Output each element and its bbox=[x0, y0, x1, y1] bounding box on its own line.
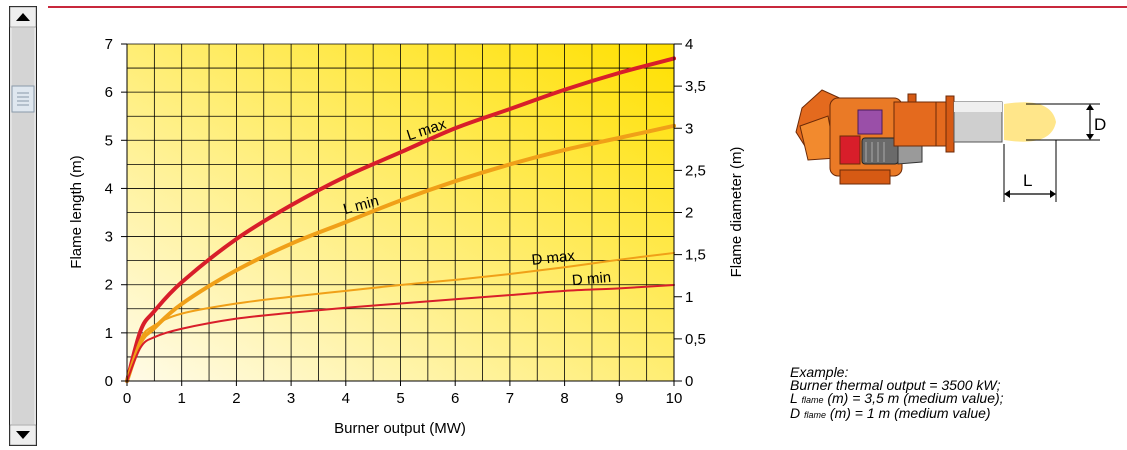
y2-axis-label: Flame diameter (m) bbox=[728, 147, 745, 278]
example-line-3-sub: flame bbox=[804, 410, 827, 420]
x-tick-label: 3 bbox=[287, 390, 295, 407]
burner-illustration bbox=[795, 89, 1003, 185]
example-line-2: L flame (m) = 3,5 m (medium value); bbox=[790, 390, 1004, 407]
example-line-2-sub: flame bbox=[801, 395, 824, 405]
x-tick-label: 10 bbox=[666, 390, 683, 407]
y-tick-label: 3 bbox=[105, 229, 113, 246]
y-tick-label: 4 bbox=[105, 180, 113, 197]
x-tick-label: 6 bbox=[451, 390, 459, 407]
y2-tick-label: 1,5 bbox=[685, 247, 706, 264]
axes bbox=[121, 43, 682, 386]
y2-tick-label: 2 bbox=[685, 205, 693, 222]
grid bbox=[126, 43, 675, 382]
example-line-3-prefix: D bbox=[790, 405, 801, 421]
y-tick-label: 6 bbox=[105, 84, 113, 101]
vertical-scrollbar[interactable] bbox=[9, 6, 37, 446]
x-tick-label: 9 bbox=[615, 390, 623, 407]
example-line-3-suffix: (m) = 1 m (medium value) bbox=[829, 405, 991, 421]
example-title: Example: bbox=[790, 364, 849, 380]
y2-tick-label: 1 bbox=[685, 289, 693, 306]
label-d-min: D min bbox=[571, 269, 612, 289]
curves bbox=[125, 56, 676, 383]
scroll-thumb[interactable] bbox=[11, 85, 35, 113]
y-tick-label: 1 bbox=[105, 325, 113, 342]
arrow-up-icon bbox=[16, 13, 30, 21]
example-line-2-prefix: L bbox=[790, 390, 798, 406]
y2-tick-label: 0 bbox=[685, 373, 693, 390]
example-line-2-suffix: (m) = 3,5 m (medium value); bbox=[827, 390, 1004, 406]
scroll-track[interactable] bbox=[12, 28, 34, 424]
x-tick-label: 7 bbox=[506, 390, 514, 407]
y-tick-label: 2 bbox=[105, 277, 113, 294]
y-tick-label: 0 bbox=[105, 373, 113, 390]
x-tick-label: 2 bbox=[232, 390, 240, 407]
curve-l-max bbox=[125, 56, 676, 383]
y2-tick-labels: 0 0,5 1 1,5 2 2,5 3 3,5 4 bbox=[685, 36, 706, 390]
x-tick-label: 0 bbox=[123, 390, 131, 407]
x-tick-label: 8 bbox=[560, 390, 568, 407]
y-tick-labels: 0 1 2 3 4 5 6 7 bbox=[105, 36, 113, 390]
example-note: Example: Burner thermal output = 3500 kW… bbox=[790, 364, 1004, 422]
scroll-down-button[interactable] bbox=[9, 424, 37, 446]
length-dimension: L bbox=[1003, 140, 1057, 202]
x-axis-label: Burner output (MW) bbox=[334, 420, 466, 437]
y2-tick-label: 3,5 bbox=[685, 78, 706, 95]
x-tick-label: 5 bbox=[396, 390, 404, 407]
x-tick-label: 1 bbox=[178, 390, 186, 407]
y2-tick-label: 3 bbox=[685, 120, 693, 137]
header-rule bbox=[48, 6, 1127, 8]
burner-diagram: D L bbox=[795, 89, 1106, 202]
curve-d-max bbox=[126, 251, 675, 382]
y2-tick-label: 0,5 bbox=[685, 331, 706, 348]
x-tick-label: 4 bbox=[342, 390, 350, 407]
y-tick-label: 7 bbox=[105, 36, 113, 53]
flame-shape bbox=[1004, 102, 1056, 142]
diameter-dimension: D bbox=[1026, 103, 1106, 141]
x-tick-labels: 0 1 2 3 4 5 6 7 8 9 10 bbox=[123, 390, 683, 407]
arrow-down-icon bbox=[16, 431, 30, 439]
length-label: L bbox=[1023, 171, 1032, 190]
example-line-1: Burner thermal output = 3500 kW; bbox=[790, 377, 1001, 393]
y2-tick-label: 4 bbox=[685, 36, 693, 53]
curve-l-min bbox=[125, 123, 676, 383]
y-axis-label: Flame length (m) bbox=[68, 155, 85, 268]
scroll-up-button[interactable] bbox=[9, 6, 37, 28]
example-line-3: D flame (m) = 1 m (medium value) bbox=[790, 405, 1004, 422]
y-tick-label: 5 bbox=[105, 132, 113, 149]
curve-d-min bbox=[126, 283, 675, 382]
diameter-label: D bbox=[1094, 115, 1106, 134]
y2-tick-label: 2,5 bbox=[685, 162, 706, 179]
label-d-max: D max bbox=[531, 247, 576, 268]
